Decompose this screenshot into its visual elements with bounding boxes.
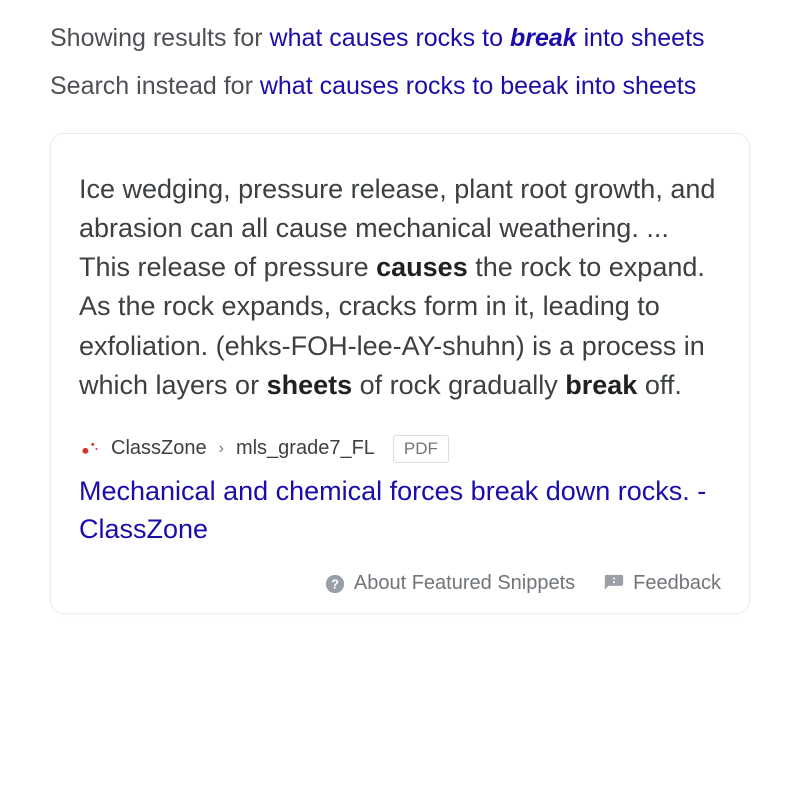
- search-instead-line: Search instead for what causes rocks to …: [50, 68, 750, 106]
- corrected-query-link[interactable]: what causes rocks to break into sheets: [270, 24, 705, 52]
- pdf-badge: PDF: [393, 435, 449, 463]
- snippet-part: off.: [637, 370, 682, 400]
- about-featured-snippets-link[interactable]: ? About Featured Snippets: [324, 572, 575, 595]
- about-featured-snippets-label: About Featured Snippets: [354, 572, 575, 595]
- corrected-query-bold: break: [510, 24, 577, 52]
- showing-results-prefix: Showing results for: [50, 24, 270, 52]
- original-query-link[interactable]: what causes rocks to beeak into sheets: [260, 72, 696, 100]
- source-favicon: [79, 438, 101, 460]
- source-site: ClassZone: [111, 437, 207, 460]
- breadcrumb-chevron-icon: ›: [217, 440, 226, 458]
- snippet-bold-break: break: [565, 370, 637, 400]
- source-row: ClassZone › mls_grade7_FL PDF: [79, 435, 721, 463]
- source-path: mls_grade7_FL: [236, 437, 375, 460]
- featured-snippet-card: Ice wedging, pressure release, plant roo…: [50, 133, 750, 614]
- snippet-bold-sheets: sheets: [267, 370, 353, 400]
- help-icon: ?: [324, 573, 346, 595]
- spell-correction-block: Showing results for what causes rocks to…: [50, 20, 750, 105]
- feedback-link[interactable]: Feedback: [603, 572, 721, 595]
- snippet-text: Ice wedging, pressure release, plant roo…: [79, 170, 721, 405]
- snippet-part: of rock gradually: [352, 370, 565, 400]
- corrected-query-post: into sheets: [577, 24, 705, 52]
- search-instead-prefix: Search instead for: [50, 72, 260, 100]
- showing-results-line: Showing results for what causes rocks to…: [50, 20, 750, 58]
- result-title-link[interactable]: Mechanical and chemical forces break dow…: [79, 473, 721, 549]
- snippet-bold-causes: causes: [376, 252, 468, 282]
- svg-text:?: ?: [331, 577, 339, 592]
- corrected-query-pre: what causes rocks to: [270, 24, 510, 52]
- feedback-label: Feedback: [633, 572, 721, 595]
- search-results-container: Showing results for what causes rocks to…: [0, 0, 800, 614]
- snippet-footer: ? About Featured Snippets Feedback: [79, 572, 721, 595]
- feedback-icon: [603, 573, 625, 595]
